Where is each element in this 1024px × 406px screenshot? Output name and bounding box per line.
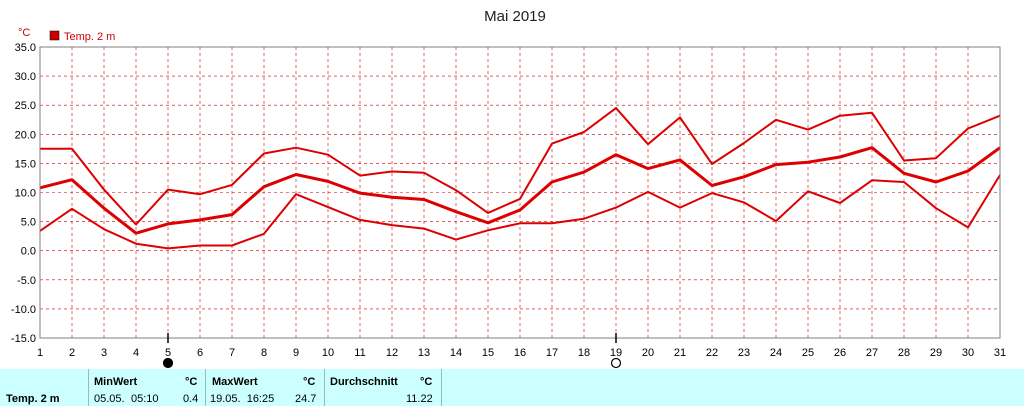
x-tick-label: 15: [482, 347, 494, 359]
x-tick-label: 3: [101, 347, 107, 359]
x-tick-label: 10: [322, 347, 334, 359]
full-moon-icon: [610, 357, 622, 369]
x-tick-label: 14: [450, 347, 462, 359]
x-tick-label: 30: [962, 347, 974, 359]
y-axis-unit: °C: [18, 27, 30, 39]
min-unit: °C: [185, 376, 198, 388]
min-cell: MinWert °C 05.05. 05:10 0.4: [89, 369, 206, 406]
x-tick-label: 13: [418, 347, 430, 359]
y-tick-label: 10.0: [15, 188, 36, 200]
x-tick-label: 24: [770, 347, 782, 359]
series-line-min: [39, 174, 1001, 250]
x-tick-label: 31: [994, 347, 1006, 359]
moon-phase-markers: [162, 333, 622, 369]
max-value: 24.7: [295, 393, 317, 405]
max-datetime: 19.05. 16:25: [210, 393, 275, 405]
y-axis-ticks: 35.0 30.0 25.0 20.0 15.0 10.0 5.0 0.0 -5.0 -10.0 -…: [11, 42, 36, 345]
y-tick-label: 30.0: [15, 71, 36, 83]
min-value: 0.4: [183, 393, 199, 405]
chart-title: Mai 2019: [484, 8, 546, 25]
min-date: 05.05.: [94, 393, 125, 405]
min-header: MinWert: [94, 376, 138, 388]
max-unit: °C: [303, 376, 316, 388]
x-tick-label: 16: [514, 347, 526, 359]
average-header: Durchschnitt: [330, 376, 398, 388]
x-tick-label: 19: [610, 347, 622, 359]
x-tick-label: 21: [674, 347, 686, 359]
x-tick-label: 26: [834, 347, 846, 359]
x-tick-label: 23: [738, 347, 750, 359]
x-tick-label: 11: [354, 347, 365, 359]
min-time: 05:10: [131, 393, 159, 405]
x-tick-label: 5: [165, 347, 171, 359]
x-tick-label: 17: [546, 347, 558, 359]
param-label: Temp. 2 m: [6, 393, 60, 405]
x-axis-ticks: 1 2 3 4 5 6 7 8 9 10 11 12 13 14 15 16 17 18 19 20 21 22 23 24 2…: [37, 347, 1006, 359]
x-tick-label: 22: [706, 347, 718, 359]
legend-swatch: [49, 30, 60, 41]
legend-label: Temp. 2 m: [64, 31, 115, 43]
y-tick-label: -15.0: [11, 333, 36, 345]
y-tick-label: 5.0: [21, 217, 36, 229]
y-tick-label: 0.0: [21, 246, 36, 258]
y-tick-label: 25.0: [15, 100, 36, 112]
x-tick-label: 28: [898, 347, 910, 359]
plot-frame: [39, 46, 1001, 339]
y-tick-label: -10.0: [11, 304, 36, 316]
x-tick-label: 18: [578, 347, 590, 359]
x-tick-label: 20: [642, 347, 654, 359]
x-tick-label: 7: [229, 347, 235, 359]
x-tick-label: 6: [197, 347, 203, 359]
y-tick-label: 35.0: [15, 42, 36, 54]
new-moon-icon: [162, 357, 174, 369]
series-line-max: [40, 107, 1001, 226]
x-tick-label: 9: [293, 347, 299, 359]
x-tick-label: 12: [386, 347, 398, 359]
x-tick-label: 25: [802, 347, 814, 359]
temperature-chart: Mai 2019 °C Temp. 2 m 35.030.025.020.015…: [11, 8, 1006, 369]
average-unit: °C: [420, 376, 433, 388]
y-tick-label: -5.0: [17, 275, 36, 287]
param-cell: Temp. 2 m: [0, 369, 89, 406]
x-tick-label: 8: [261, 347, 267, 359]
max-header: MaxWert: [212, 376, 258, 388]
series-line-mean: [39, 146, 1001, 235]
x-tick-label: 27: [866, 347, 878, 359]
max-cell: MaxWert °C 19.05. 16:25 24.7: [206, 369, 325, 406]
x-tick-label: 1: [37, 347, 43, 359]
y-tick-label: 20.0: [15, 129, 36, 141]
series-lines: [39, 107, 1001, 250]
y-tick-label: 15.0: [15, 158, 36, 170]
statistics-footer: Temp. 2 m MinWert °C 05.05. 05:10 0.4 Ma…: [0, 369, 1024, 406]
average-value: 11.22: [406, 393, 433, 405]
x-tick-label: 2: [69, 347, 75, 359]
x-tick-label: 29: [930, 347, 942, 359]
average-cell: Durchschnitt °C 11.22: [325, 369, 442, 406]
x-tick-label: 4: [133, 347, 139, 359]
